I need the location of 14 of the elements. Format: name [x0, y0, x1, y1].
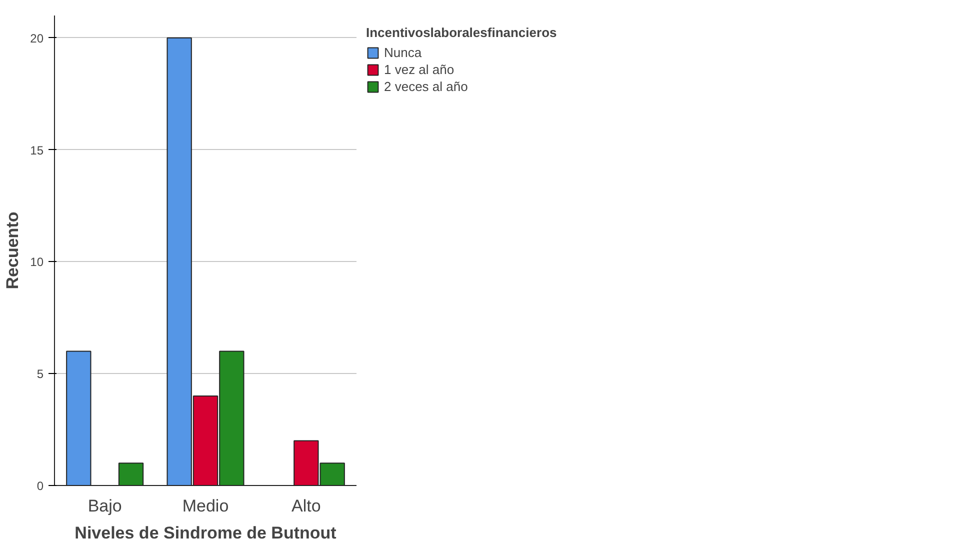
x-axis-title: Niveles de Sindrome de Butnout: [74, 524, 337, 542]
y-tick-label: 20: [30, 31, 44, 46]
legend-label: 1 vez al año: [384, 62, 454, 77]
legend-label: Nunca: [384, 45, 422, 60]
y-tick-label: 15: [30, 143, 44, 158]
y-tick-label: 5: [36, 367, 44, 382]
legend-title: Incentivoslaboralesfinancieros: [366, 25, 557, 40]
y-axis-title: Recuento: [3, 212, 22, 290]
x-tick-label: Bajo: [88, 496, 122, 516]
x-tick-label: Medio: [182, 496, 229, 516]
y-tick-label: 0: [36, 479, 44, 493]
x-tick-label: Alto: [292, 496, 321, 516]
legend-label: 2 veces al año: [384, 79, 468, 94]
y-tick-label: 10: [30, 255, 44, 270]
